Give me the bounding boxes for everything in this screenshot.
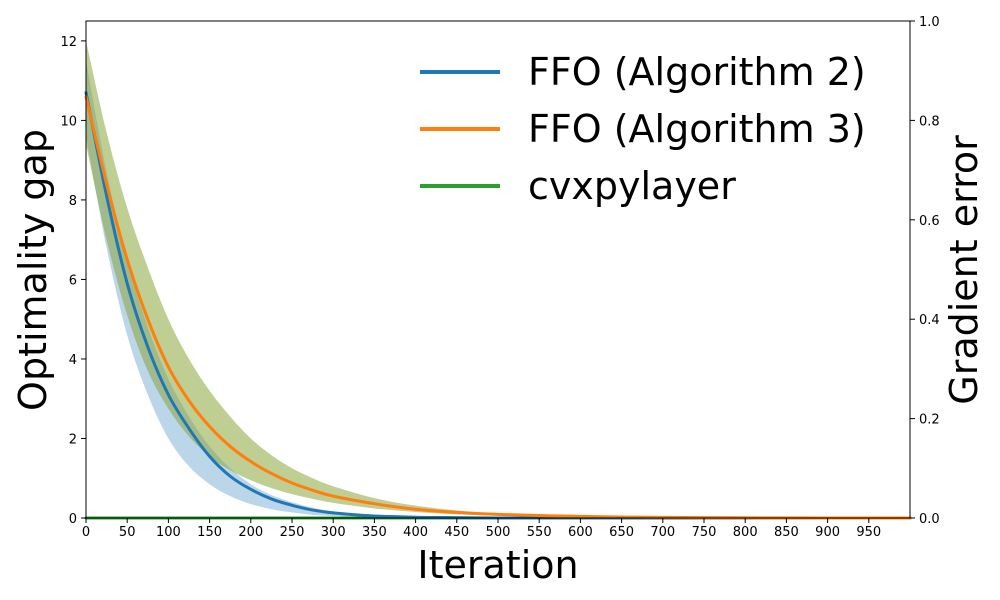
y2-tick-label: 0.6: [919, 214, 940, 229]
legend: FFO (Algorithm 2) FFO (Algorithm 3) cvxpyl…: [420, 50, 866, 208]
x-tick-label: 700: [650, 525, 675, 540]
x-tick-label: 0: [82, 525, 90, 540]
y-tick-label: 10: [60, 114, 77, 129]
line-ffo-algorithm-2: [84, 91, 912, 520]
x-tick-label: 750: [692, 525, 717, 540]
y-tick-label: 4: [69, 353, 77, 368]
y2-tick-label: 1.0: [919, 15, 940, 30]
x-tick-label: 850: [774, 525, 799, 540]
y2-axis-label: Gradient error: [942, 135, 986, 405]
y-tick-label: 6: [69, 273, 77, 288]
y2-tick-label: 0.0: [919, 512, 940, 527]
y-tick-label: 0: [69, 512, 77, 527]
x-tick-label: 100: [156, 525, 181, 540]
legend-label-ffo-algorithm-2: FFO (Algorithm 2): [528, 50, 866, 94]
series-lines: [84, 91, 912, 520]
y-tick-label: 12: [60, 35, 77, 50]
x-tick-label: 250: [280, 525, 305, 540]
x-tick-label: 400: [403, 525, 428, 540]
x-tick-label: 50: [119, 525, 136, 540]
x-tick-label: 650: [609, 525, 634, 540]
y2-tick-label: 0.2: [919, 413, 940, 428]
axis-ticks: 0 50 100 150 200 250 300 350 400 450 500 550 600 650 7…: [60, 15, 939, 540]
x-tick-label: 300: [321, 525, 346, 540]
x-tick-label: 550: [527, 525, 552, 540]
x-tick-label: 900: [815, 525, 840, 540]
y-tick-label: 8: [69, 194, 77, 209]
x-tick-label: 950: [856, 525, 881, 540]
x-axis-label: Iteration: [417, 543, 578, 587]
x-tick-label: 150: [197, 525, 222, 540]
x-tick-label: 500: [486, 525, 511, 540]
x-tick-label: 600: [568, 525, 593, 540]
line-ffo-algorithm-3: [84, 95, 912, 520]
y2-tick-label: 0.4: [919, 313, 940, 328]
legend-label-cvxpylayer: cvxpylayer: [528, 164, 736, 208]
y-axis-label: Optimality gap: [11, 129, 55, 411]
x-tick-label: 450: [444, 525, 469, 540]
y2-tick-label: 0.8: [919, 114, 940, 129]
y-tick-label: 2: [69, 432, 77, 447]
x-tick-label: 350: [362, 525, 387, 540]
x-tick-label: 200: [238, 525, 263, 540]
x-tick-label: 800: [733, 525, 758, 540]
legend-label-ffo-algorithm-3: FFO (Algorithm 3): [528, 107, 866, 151]
